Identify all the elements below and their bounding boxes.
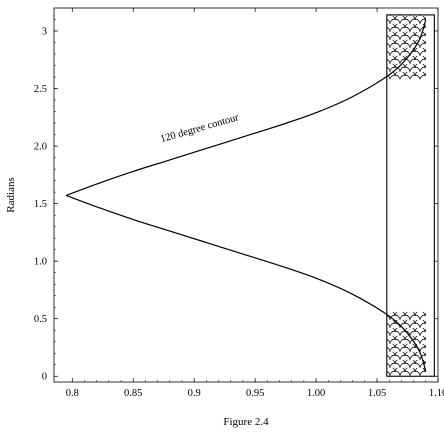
contour-line-upper <box>65 19 427 197</box>
boundary-rectangle-layer <box>386 14 435 377</box>
y-tick-label: 1.5 <box>34 199 47 210</box>
y-tick-label: 2.5 <box>34 84 47 95</box>
hatched-region-0 <box>386 311 426 377</box>
hatched-regions <box>386 14 426 377</box>
y-tick-label: 3 <box>42 27 47 38</box>
y-tick-label: 0.5 <box>34 314 47 325</box>
x-tick-label: 1.05 <box>368 388 386 399</box>
y-tick-label: 2.0 <box>34 142 47 153</box>
contour-series <box>65 19 427 372</box>
x-tick-label: 1.10 <box>429 388 444 399</box>
x-tick-label: 0.85 <box>124 388 142 399</box>
x-tick-label: 0.8 <box>66 388 79 399</box>
contour-line-lower <box>65 194 427 372</box>
y-tick-label: 0 <box>42 372 47 383</box>
figure-caption: Figure 2.4 <box>223 416 269 428</box>
x-axis-ticks: 0.8 0.85 0.9 0.95 1.00 1.05 1.10 <box>66 8 444 399</box>
y-axis-label: Radians <box>5 177 17 212</box>
boundary-rectangle <box>386 14 435 377</box>
x-tick-label: 1.00 <box>307 388 325 399</box>
y-axis-ticks: 0 0.5 1.0 1.5 2.0 2.5 3 <box>34 19 438 383</box>
plot-frame <box>53 7 439 383</box>
y-tick-label: 1.0 <box>34 257 47 268</box>
x-tick-label: 0.9 <box>188 388 201 399</box>
x-tick-label: 0.95 <box>246 388 264 399</box>
hatched-region-1 <box>386 14 426 80</box>
contour-annotation: 120 degree contour <box>159 112 240 145</box>
